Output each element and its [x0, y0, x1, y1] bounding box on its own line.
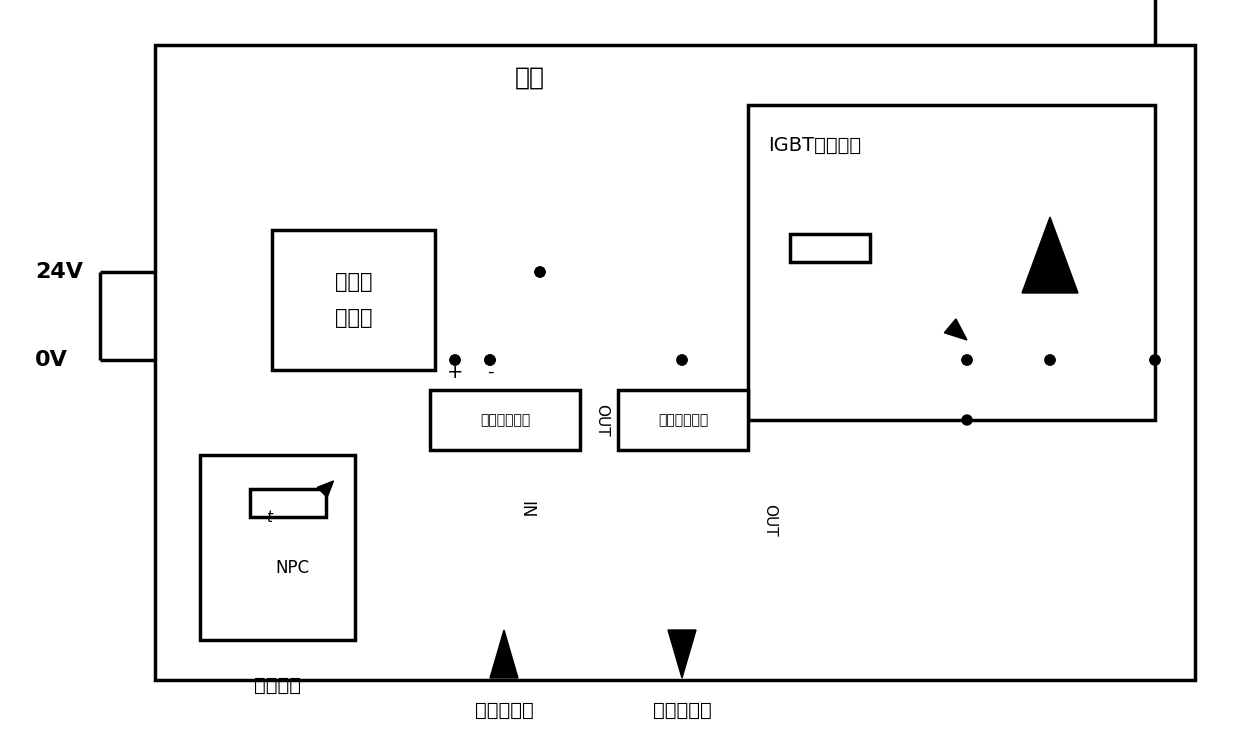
Bar [430, 390, 580, 450]
Circle shape [485, 355, 495, 365]
Circle shape [962, 355, 972, 365]
Bar [618, 390, 748, 450]
Circle shape [677, 355, 687, 365]
Text: t: t [267, 510, 273, 525]
Polygon shape [668, 630, 696, 678]
Circle shape [485, 355, 495, 365]
Text: OUT: OUT [763, 504, 777, 536]
Circle shape [485, 355, 495, 365]
Circle shape [534, 267, 546, 277]
Bar [249, 489, 325, 517]
Text: +: + [446, 363, 464, 381]
Polygon shape [1022, 217, 1078, 293]
Text: 24V: 24V [35, 262, 83, 282]
Text: IGBT驱动电路: IGBT驱动电路 [768, 136, 861, 154]
Bar [272, 230, 435, 370]
Text: 控制光信号: 控制光信号 [475, 700, 533, 720]
Circle shape [450, 355, 460, 365]
Circle shape [677, 355, 687, 365]
Bar [200, 455, 355, 640]
Text: 关电源: 关电源 [335, 308, 372, 328]
Circle shape [962, 415, 972, 425]
Text: 光电转换模块: 光电转换模块 [480, 413, 531, 427]
Bar [155, 45, 1195, 680]
Circle shape [450, 355, 460, 365]
Polygon shape [490, 630, 518, 678]
Circle shape [962, 355, 972, 365]
Text: 反馈光信号: 反馈光信号 [652, 700, 712, 720]
Polygon shape [945, 319, 967, 340]
Text: 测温电路: 测温电路 [254, 675, 301, 695]
Text: -: - [487, 363, 494, 381]
Text: 0V: 0V [35, 350, 68, 370]
Text: IN: IN [517, 502, 534, 519]
Circle shape [1045, 355, 1055, 365]
Circle shape [1149, 355, 1159, 365]
Bar [790, 234, 870, 262]
Text: 隔离开: 隔离开 [335, 272, 372, 292]
Text: 电光转换模块: 电光转换模块 [658, 413, 708, 427]
Bar [748, 105, 1154, 420]
Text: NPC: NPC [275, 559, 310, 577]
Circle shape [534, 267, 546, 277]
Polygon shape [317, 481, 334, 497]
Circle shape [1149, 355, 1159, 365]
Text: 基板: 基板 [515, 66, 546, 90]
Text: OUT: OUT [594, 404, 610, 436]
Circle shape [1045, 355, 1055, 365]
